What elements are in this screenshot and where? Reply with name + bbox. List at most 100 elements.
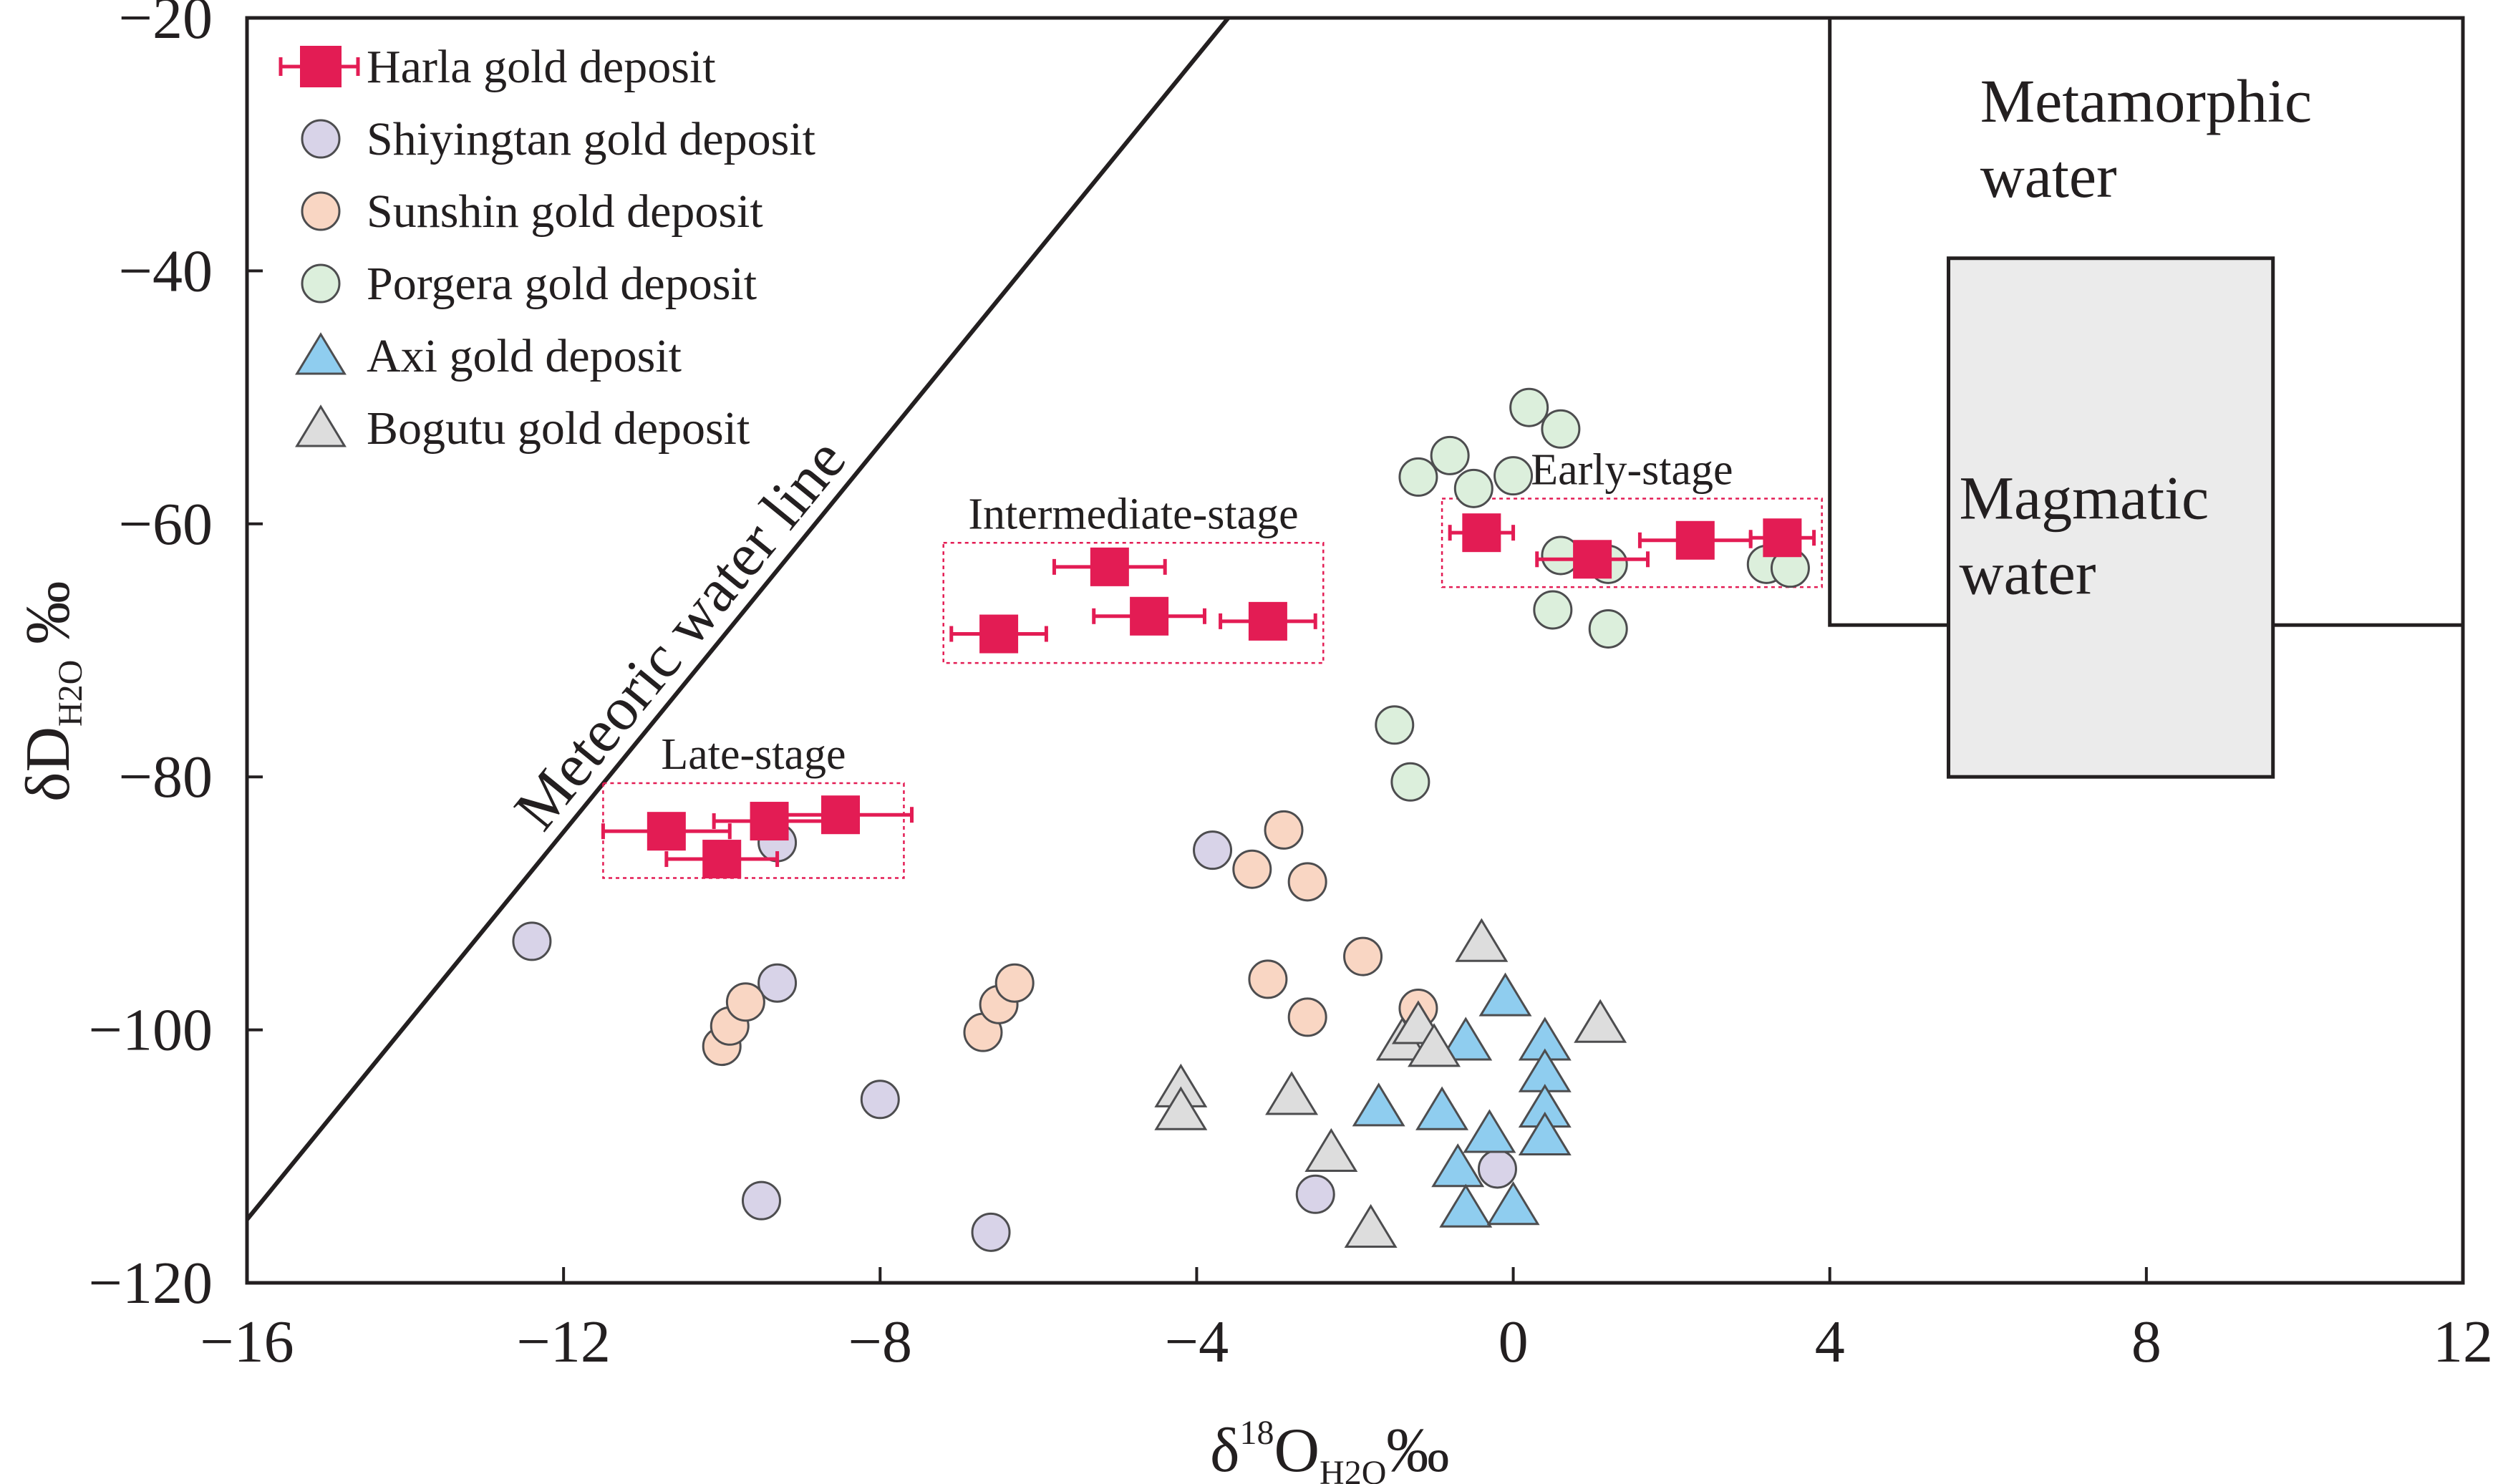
- harla-marker: [821, 795, 861, 835]
- legend-circle-marker: [301, 263, 341, 304]
- x-tick-label: −8: [848, 1309, 912, 1375]
- legend-item: Bogutu gold deposit: [295, 402, 750, 455]
- harla-marker: [1248, 601, 1287, 641]
- x-tick-label: 4: [1815, 1309, 1845, 1375]
- early-stage-label: Early-stage: [1531, 445, 1733, 494]
- legend-label: Bogutu gold deposit: [367, 402, 750, 455]
- axi-point: [1415, 1086, 1469, 1130]
- sunshin-point: [1232, 849, 1272, 889]
- y-tick-label: −60: [119, 491, 213, 558]
- axi-point: [1439, 1183, 1493, 1228]
- porgera-point: [1588, 608, 1628, 649]
- x-tick-label: −12: [516, 1309, 610, 1375]
- porgera-point: [1398, 457, 1438, 497]
- x-axis-title: δ18OH2O‰: [1210, 1414, 1449, 1484]
- legend-label: Sunshin gold deposit: [367, 185, 763, 238]
- harla-marker: [1763, 518, 1802, 558]
- sunshin-point: [1343, 936, 1383, 976]
- harla-marker: [1130, 596, 1169, 636]
- harla-marker: [702, 840, 742, 879]
- porgera-point: [1541, 409, 1581, 449]
- bogutu-point: [1574, 999, 1627, 1043]
- y-tick-label: −120: [89, 1250, 213, 1316]
- legend-triangle-marker: [295, 332, 347, 375]
- porgera-point: [1390, 762, 1430, 802]
- sunshin-point: [1264, 810, 1304, 850]
- axi-point: [1439, 1017, 1493, 1061]
- legend-item: Axi gold deposit: [295, 330, 682, 382]
- axi-point: [1431, 1143, 1485, 1188]
- shiyingtan-point: [757, 963, 798, 1003]
- harla-marker: [1090, 547, 1129, 586]
- sunshin-point: [1287, 862, 1327, 902]
- sunshin-point: [1248, 959, 1288, 999]
- harla-marker: [647, 812, 686, 851]
- harla-marker: [1675, 520, 1715, 560]
- legend-circle-marker: [301, 191, 341, 231]
- shiyingtan-point: [1295, 1174, 1335, 1214]
- legend-label: Axi gold deposit: [367, 330, 682, 382]
- meteoric-water-line: [247, 18, 1230, 1221]
- porgera-point: [1430, 435, 1470, 475]
- intermediate-stage-box: [942, 542, 1325, 664]
- legend-item: Sunshin gold deposit: [301, 185, 763, 238]
- porgera-point: [1533, 590, 1573, 630]
- shiyingtan-point: [971, 1212, 1011, 1252]
- magmatic-water-label: Magmatic water: [1960, 463, 2209, 607]
- y-tick-label: −100: [89, 997, 213, 1064]
- harla-point: [1535, 540, 1650, 579]
- bogutu-point: [1304, 1127, 1358, 1173]
- legend-item: Harla gold deposit: [279, 41, 716, 93]
- harla-point: [1092, 596, 1206, 636]
- axi-point: [1463, 1109, 1516, 1153]
- shiyingtan-point: [860, 1080, 900, 1120]
- harla-marker: [1573, 540, 1612, 579]
- harla-point: [664, 840, 780, 879]
- bogutu-point: [1265, 1071, 1319, 1115]
- shiyingtan-point: [741, 1180, 781, 1221]
- sunshin-point: [725, 982, 765, 1022]
- bogutu-point: [1344, 1203, 1398, 1248]
- porgera-point: [1453, 468, 1493, 508]
- harla-marker: [979, 614, 1019, 654]
- legend-circle-marker: [301, 119, 341, 159]
- harla-point: [1748, 518, 1816, 558]
- plot-frame: [245, 16, 2465, 1285]
- harla-point: [1637, 520, 1753, 560]
- harla-point: [601, 812, 732, 851]
- bogutu-point: [1455, 918, 1509, 962]
- legend-triangle-marker: [295, 404, 347, 447]
- shiyingtan-point: [1477, 1149, 1517, 1189]
- y-tick-label: −80: [119, 744, 213, 810]
- harla-point: [1052, 547, 1167, 586]
- y-tick-label: −20: [119, 0, 213, 52]
- harla-marker: [1462, 513, 1501, 553]
- intermediate-stage-label: Intermediate-stage: [968, 490, 1298, 538]
- sunshin-point: [994, 963, 1035, 1003]
- metamorphic-water-label: Metamorphic water: [1980, 67, 2312, 210]
- porgera-point: [1375, 705, 1415, 745]
- axi-point: [1478, 972, 1532, 1017]
- axi-point: [1518, 1111, 1572, 1156]
- late-stage-label: Late-stage: [661, 730, 846, 779]
- x-tick-label: −16: [200, 1309, 294, 1375]
- porgera-point: [1509, 387, 1549, 427]
- legend-item: Porgera gold deposit: [301, 258, 757, 310]
- bogutu-point: [1154, 1086, 1208, 1130]
- axi-point: [1352, 1082, 1405, 1127]
- early-stage-box: [1441, 498, 1823, 588]
- legend-label: Shiyingtan gold deposit: [367, 113, 815, 165]
- x-tick-label: −4: [1165, 1309, 1229, 1375]
- magmatic-water-region: [1947, 256, 2275, 779]
- meteoric-water-line-label: Meteoric water line: [500, 425, 858, 842]
- axi-point: [1486, 1181, 1540, 1226]
- sunshin-point: [1287, 997, 1327, 1037]
- shiyingtan-point: [1193, 830, 1233, 870]
- x-tick-label: 0: [1499, 1309, 1529, 1375]
- legend-harla-marker: [300, 46, 342, 87]
- x-tick-label: 12: [2433, 1309, 2493, 1375]
- shiyingtan-point: [512, 921, 552, 961]
- harla-point: [1448, 513, 1516, 553]
- y-tick-label: −40: [119, 238, 213, 304]
